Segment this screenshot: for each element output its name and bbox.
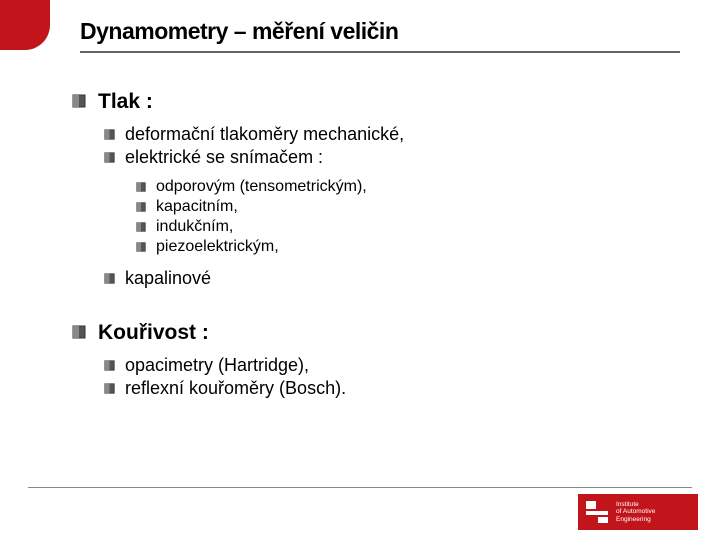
logo-text: Institute of Automotive Engineering (616, 501, 655, 523)
bullet-icon (136, 242, 146, 252)
corner-accent (0, 0, 50, 50)
list-item-text: kapalinové (125, 268, 211, 289)
list-item-text: odporovým (tensometrickým), (156, 178, 367, 196)
bullet-icon (104, 152, 115, 163)
bullet-icon (104, 383, 115, 394)
logo-line: Engineering (616, 516, 655, 523)
footer-logo: Institute of Automotive Engineering (578, 494, 698, 530)
list-item: opacimetry (Hartridge), (104, 355, 680, 376)
title-area: Dynamometry – měření veličin (80, 18, 680, 53)
footer-rule (28, 487, 692, 489)
level3-list: odporovým (tensometrickým), kapacitním, … (136, 178, 680, 256)
logo-line: of Automotive (616, 508, 655, 515)
list-item: kapalinové (104, 268, 680, 289)
section-heading-text: Tlak : (98, 90, 153, 114)
list-item: elektrické se snímačem : (104, 147, 680, 168)
slide-title: Dynamometry – měření veličin (80, 18, 680, 45)
bullet-icon (72, 325, 86, 339)
title-rule (80, 51, 680, 53)
bullet-icon (72, 94, 86, 108)
list-item: kapacitním, (136, 198, 680, 216)
bullet-icon (104, 360, 115, 371)
section-heading: Kouřivost : (72, 321, 680, 345)
logo-line: Institute (616, 501, 655, 508)
section-gap (72, 299, 680, 321)
list-item-text: piezoelektrickým, (156, 238, 279, 256)
bullet-icon (104, 129, 115, 140)
list-item: reflexní kouřoměry (Bosch). (104, 378, 680, 399)
list-item-text: deformační tlakoměry mechanické, (125, 124, 404, 145)
bullet-icon (136, 202, 146, 212)
level2-list: deformační tlakoměry mechanické, elektri… (104, 124, 680, 168)
bullet-icon (136, 182, 146, 192)
bullet-icon (136, 222, 146, 232)
list-item-text: elektrické se snímačem : (125, 147, 323, 168)
list-item-text: kapacitním, (156, 198, 238, 216)
bullet-icon (104, 273, 115, 284)
list-item: piezoelektrickým, (136, 238, 680, 256)
logo-mark (584, 499, 610, 525)
list-item: indukčním, (136, 218, 680, 236)
section-heading-text: Kouřivost : (98, 321, 209, 345)
list-item: deformační tlakoměry mechanické, (104, 124, 680, 145)
section-heading: Tlak : (72, 90, 680, 114)
list-item-text: indukčním, (156, 218, 233, 236)
list-item: odporovým (tensometrickým), (136, 178, 680, 196)
list-item-text: opacimetry (Hartridge), (125, 355, 309, 376)
level2-list: kapalinové (104, 268, 680, 289)
content: Tlak : deformační tlakoměry mechanické, … (72, 90, 680, 409)
level2-list: opacimetry (Hartridge), reflexní kouřomě… (104, 355, 680, 399)
list-item-text: reflexní kouřoměry (Bosch). (125, 378, 346, 399)
